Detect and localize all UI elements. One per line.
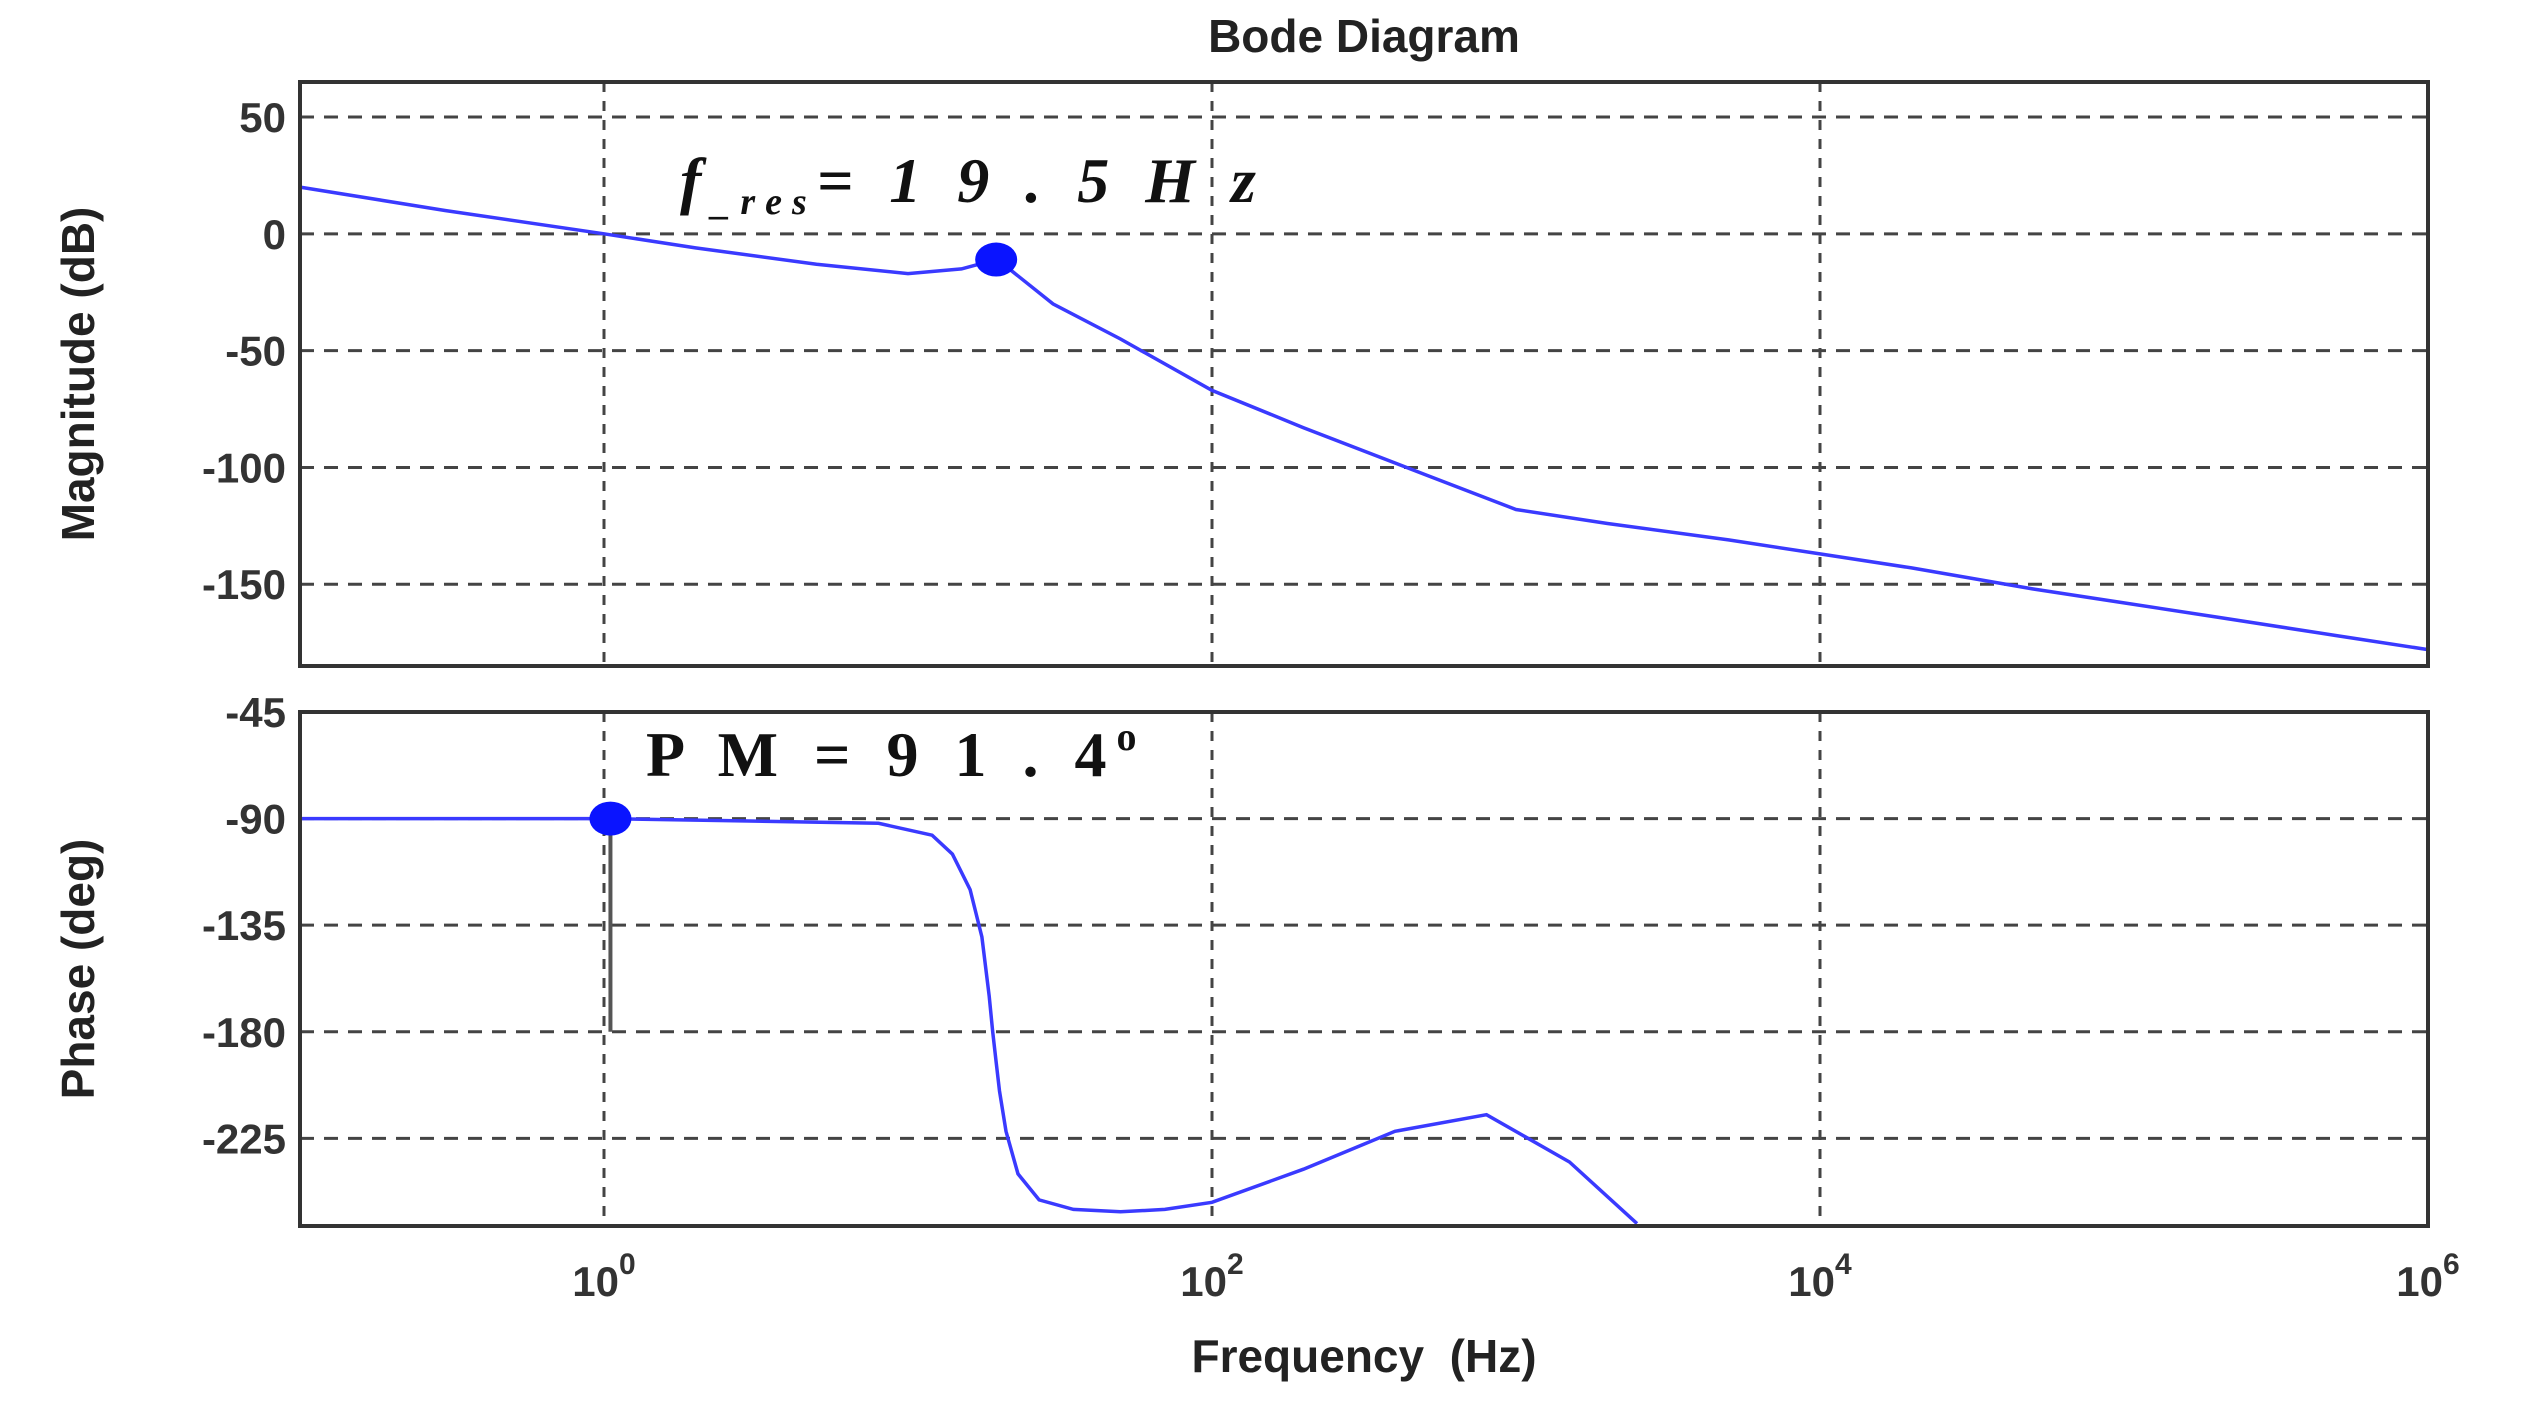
phase-y-tick-label: -90 — [225, 796, 286, 843]
resonance-annotation-value: = 1 9 . 5 H z — [817, 145, 1266, 216]
magnitude-y-tick-label: -100 — [202, 444, 286, 491]
magnitude-markers — [975, 242, 1018, 277]
magnitude-plot-area — [300, 82, 2428, 666]
magnitude-grid — [300, 82, 2428, 666]
phase-y-tick-label: -45 — [225, 689, 286, 736]
phase-x-ticks: 100 102 104 106 — [572, 1248, 2459, 1305]
magnitude-series-line — [299, 185, 2429, 652]
magnitude-panel: 50 0 -50 -100 -150 Magnitude (dB) f_res= 1 9… — [52, 80, 2430, 668]
phase-series-line — [300, 816, 1639, 1225]
magnitude-y-tick-label: 0 — [263, 211, 286, 258]
phase-series — [300, 816, 1639, 1225]
phase-grid — [300, 712, 2428, 1226]
magnitude-y-ticks: 50 0 -50 -100 -150 — [202, 94, 286, 608]
x-axis-label: Frequency (Hz) — [1191, 1330, 1536, 1382]
phase-plot-area — [300, 712, 2428, 1226]
phase-markers — [589, 801, 632, 836]
phase-data-marker — [589, 801, 632, 836]
resonance-annotation-main: f — [680, 145, 711, 216]
magnitude-data-marker — [975, 242, 1018, 277]
phase-margin-degree: o — [1116, 714, 1146, 759]
phase-panel: -45 -90 -135 -180 -225 100 102 104 106 Phase (d… — [52, 689, 2460, 1305]
x-tick-label: 102 — [1180, 1248, 1243, 1305]
x-tick-label: 106 — [2396, 1248, 2459, 1305]
chart-title: Bode Diagram — [1208, 10, 1520, 62]
phase-ylabel: Phase (deg) — [52, 839, 104, 1100]
magnitude-ylabel: Magnitude (dB) — [52, 207, 104, 542]
magnitude-y-tick-label: 50 — [239, 94, 286, 141]
magnitude-series — [299, 185, 2429, 652]
phase-y-tick-label: -180 — [202, 1009, 286, 1056]
resonance-annotation: f_res= 1 9 . 5 H z — [680, 145, 1266, 223]
phase-y-tick-label: -135 — [202, 902, 286, 949]
magnitude-y-tick-label: -50 — [225, 328, 286, 375]
phase-y-tick-label: -225 — [202, 1115, 286, 1162]
resonance-annotation-sub: _res — [708, 181, 816, 223]
phase-y-ticks: -45 -90 -135 -180 -225 — [202, 689, 286, 1162]
phase-margin-annotation: P M = 9 1 . 4o — [646, 714, 1146, 790]
x-tick-label: 104 — [1788, 1248, 1852, 1305]
magnitude-axes-frame — [298, 80, 2430, 668]
magnitude-y-tick-label: -150 — [202, 561, 286, 608]
phase-margin-annotation-text: P M = 9 1 . 4 — [646, 719, 1116, 790]
x-tick-label: 100 — [572, 1248, 635, 1305]
phase-axes-frame — [298, 710, 2430, 1228]
